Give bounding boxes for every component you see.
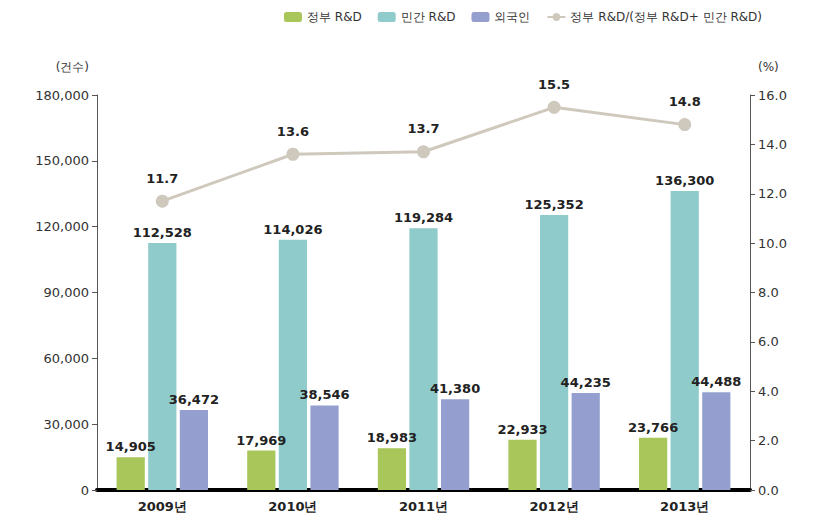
svg-text:136,300: 136,300 — [655, 173, 714, 188]
svg-text:44,235: 44,235 — [561, 375, 611, 390]
svg-text:36,472: 36,472 — [169, 392, 219, 407]
svg-text:44,488: 44,488 — [691, 374, 741, 389]
svg-text:민간 R&D: 민간 R&D — [401, 10, 456, 24]
svg-text:114,026: 114,026 — [263, 222, 322, 237]
svg-text:90,000: 90,000 — [44, 285, 90, 300]
svg-text:112,528: 112,528 — [133, 225, 192, 240]
svg-text:외국인: 외국인 — [494, 10, 530, 24]
svg-text:180,000: 180,000 — [35, 88, 89, 103]
svg-text:2.0: 2.0 — [758, 433, 779, 448]
svg-text:2010년: 2010년 — [268, 499, 317, 514]
svg-text:8.0: 8.0 — [758, 285, 779, 300]
svg-text:14.8: 14.8 — [669, 94, 701, 109]
svg-text:13.6: 13.6 — [277, 124, 309, 139]
svg-text:0.0: 0.0 — [758, 483, 779, 498]
svg-text:0: 0 — [81, 483, 89, 498]
svg-text:15.5: 15.5 — [538, 77, 570, 92]
svg-text:22,933: 22,933 — [497, 422, 547, 437]
svg-text:2009년: 2009년 — [138, 499, 187, 514]
svg-text:2012년: 2012년 — [530, 499, 579, 514]
svg-text:17,969: 17,969 — [236, 433, 286, 448]
svg-text:150,000: 150,000 — [35, 153, 89, 168]
svg-text:41,380: 41,380 — [430, 381, 480, 396]
svg-text:(건수): (건수) — [56, 60, 89, 74]
svg-text:14,905: 14,905 — [106, 439, 156, 454]
svg-text:30,000: 30,000 — [44, 417, 90, 432]
svg-text:119,284: 119,284 — [394, 210, 453, 225]
svg-text:16.0: 16.0 — [758, 88, 787, 103]
svg-text:6.0: 6.0 — [758, 334, 779, 349]
svg-text:120,000: 120,000 — [35, 219, 89, 234]
svg-text:11.7: 11.7 — [146, 171, 178, 186]
svg-text:13.7: 13.7 — [407, 121, 439, 136]
svg-text:(%): (%) — [758, 60, 779, 74]
svg-text:14.0: 14.0 — [758, 137, 787, 152]
svg-text:38,546: 38,546 — [299, 387, 349, 402]
svg-text:정부 R&D/(정부 R&D+ 민간 R&D): 정부 R&D/(정부 R&D+ 민간 R&D) — [570, 10, 762, 24]
svg-text:2011년: 2011년 — [399, 499, 448, 514]
svg-text:60,000: 60,000 — [44, 351, 90, 366]
svg-text:정부 R&D: 정부 R&D — [307, 10, 362, 24]
svg-text:125,352: 125,352 — [524, 197, 583, 212]
svg-text:2013년: 2013년 — [660, 499, 709, 514]
svg-text:23,766: 23,766 — [628, 420, 678, 435]
svg-text:18,983: 18,983 — [367, 430, 417, 445]
svg-text:10.0: 10.0 — [758, 236, 787, 251]
svg-text:12.0: 12.0 — [758, 186, 787, 201]
svg-text:4.0: 4.0 — [758, 384, 779, 399]
